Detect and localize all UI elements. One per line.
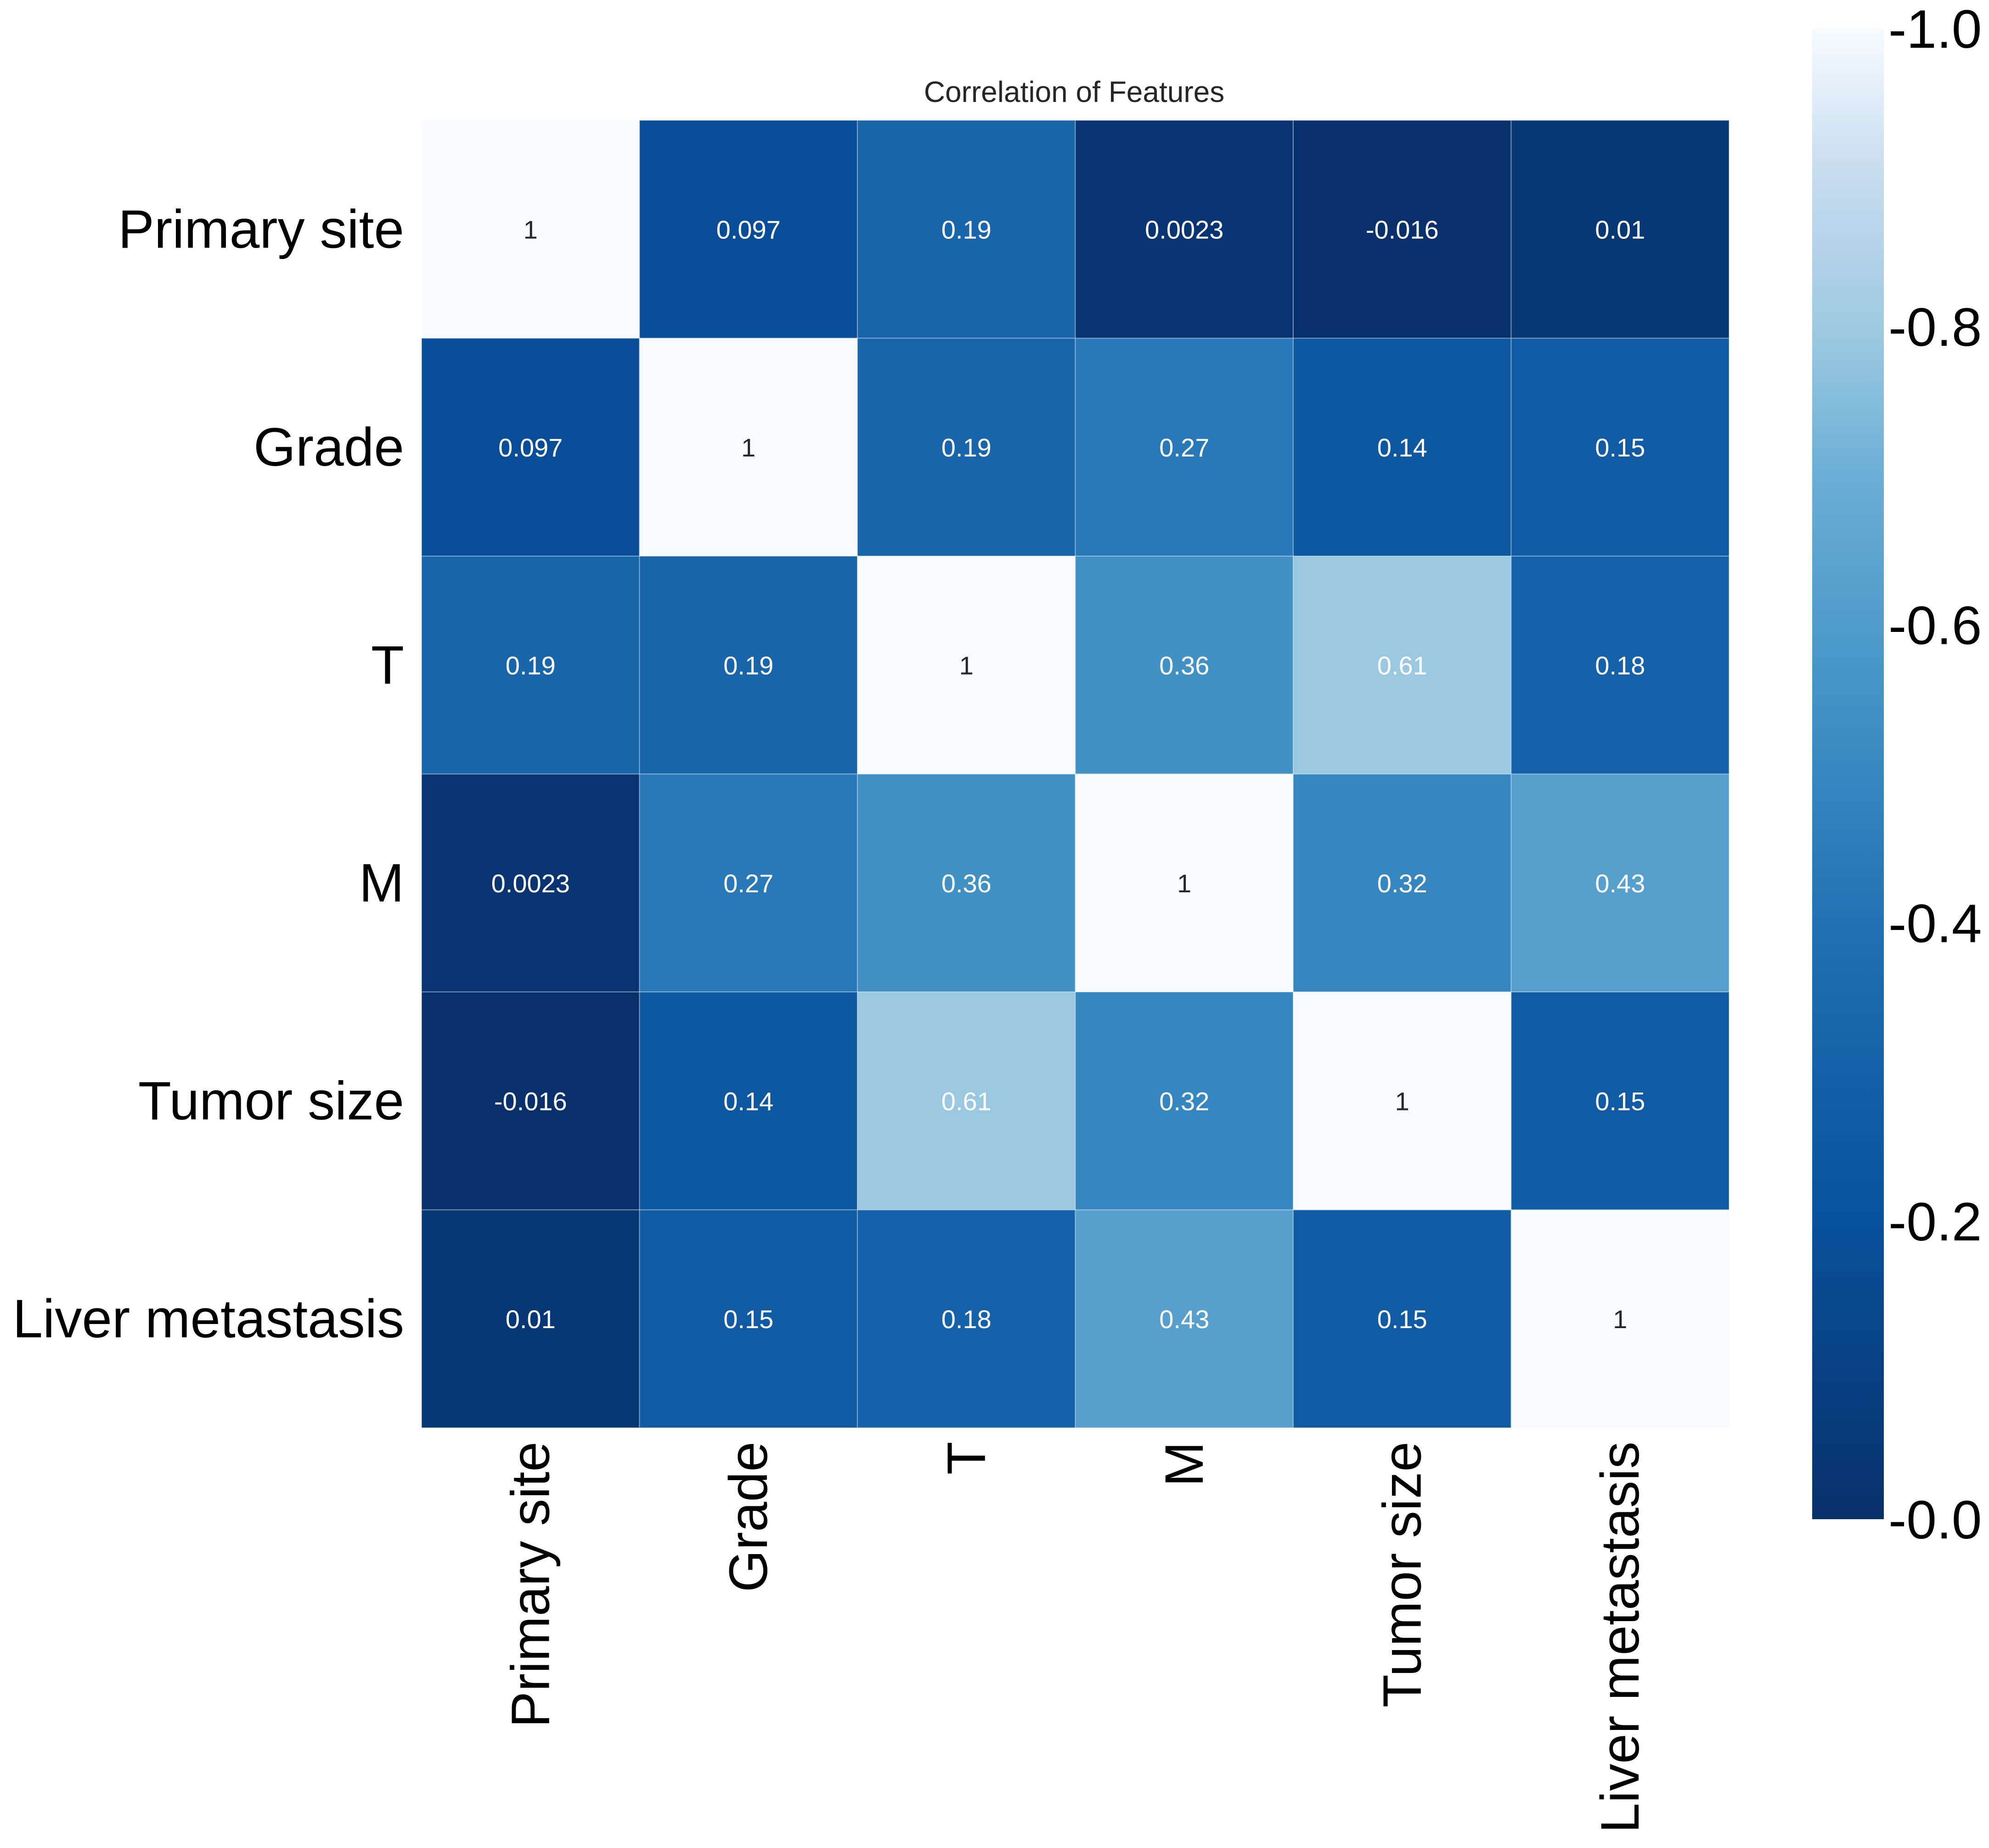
heatmap-cell-grade-grade xyxy=(639,338,858,557)
heatmap-cell-t-grade xyxy=(639,556,858,775)
cell-label-m-m: 1 xyxy=(1177,869,1191,898)
cell-label-grade-t: 0.19 xyxy=(941,433,992,462)
cell-label-grade-liver-metastasis: 0.15 xyxy=(1595,433,1645,462)
cell-label-m-tumor-size: 0.32 xyxy=(1377,869,1427,898)
col-label-m: M xyxy=(1154,1442,1215,1487)
cell-label-t-m: 0.36 xyxy=(1159,651,1209,680)
heatmap-cell-grade-m xyxy=(1075,338,1294,557)
cell-label-tumor-size-t: 0.61 xyxy=(941,1087,992,1116)
cell-label-primary-site-primary-site: 1 xyxy=(524,215,538,244)
cell-label-m-t: 0.36 xyxy=(941,869,992,898)
heatmap-cell-tumor-size-t xyxy=(857,992,1076,1211)
cell-label-tumor-size-grade: 0.14 xyxy=(723,1087,773,1116)
heatmap-cell-liver-metastasis-m xyxy=(1075,1209,1294,1428)
heatmap-cell-grade-liver-metastasis xyxy=(1510,338,1730,557)
heatmap-cell-tumor-size-grade xyxy=(639,992,858,1211)
heatmap-cell-grade-primary-site xyxy=(421,338,640,557)
heatmap-cell-tumor-size-primary-site xyxy=(421,992,640,1211)
cell-label-grade-primary-site: 0.097 xyxy=(498,433,563,462)
cell-label-grade-tumor-size: 0.14 xyxy=(1377,433,1427,462)
heatmap-cell-t-tumor-size xyxy=(1293,556,1512,775)
heatmap-cell-primary-site-primary-site xyxy=(421,120,640,339)
cell-label-tumor-size-primary-site: -0.016 xyxy=(494,1087,567,1116)
row-label-liver-metastasis: Liver metastasis xyxy=(12,1289,404,1349)
cell-label-m-grade: 0.27 xyxy=(723,869,773,898)
cell-label-tumor-size-tumor-size: 1 xyxy=(1395,1087,1409,1116)
heatmap-cell-liver-metastasis-tumor-size xyxy=(1293,1209,1512,1428)
cell-label-primary-site-t: 0.19 xyxy=(941,215,992,244)
heatmap-cell-m-t xyxy=(857,773,1076,992)
heatmap-cell-t-primary-site xyxy=(421,556,640,775)
heatmap-cell-m-liver-metastasis xyxy=(1510,773,1730,992)
heatmap-cell-primary-site-t xyxy=(857,120,1076,339)
col-label-liver-metastasis: Liver metastasis xyxy=(1590,1442,1651,1833)
heatmap-cell-t-t xyxy=(857,556,1076,775)
col-label-primary-site: Primary site xyxy=(500,1442,561,1728)
cell-label-primary-site-liver-metastasis: 0.01 xyxy=(1595,215,1645,244)
heatmap-cells xyxy=(421,120,1730,1428)
cell-label-t-t: 1 xyxy=(959,651,974,680)
heatmap-cell-primary-site-m xyxy=(1075,120,1294,339)
colorbar-tick--0-8: -0.8 xyxy=(1888,297,1982,358)
cell-label-liver-metastasis-m: 0.43 xyxy=(1159,1305,1209,1334)
col-label-t: T xyxy=(936,1442,997,1475)
heatmap-cell-primary-site-grade xyxy=(639,120,858,339)
cell-label-primary-site-grade: 0.097 xyxy=(716,215,781,244)
colorbar-tick--0-2: -0.2 xyxy=(1888,1192,1982,1252)
row-label-grade: Grade xyxy=(254,417,404,478)
cell-label-t-tumor-size: 0.61 xyxy=(1377,651,1427,680)
heatmap-cell-tumor-size-tumor-size xyxy=(1293,992,1512,1211)
heatmap-cell-t-m xyxy=(1075,556,1294,775)
col-label-tumor-size: Tumor size xyxy=(1372,1442,1432,1707)
row-label-m: M xyxy=(359,853,404,913)
heatmap-cell-t-liver-metastasis xyxy=(1510,556,1730,775)
colorbar-tick-labels: -1.0 -0.8 -0.6 -0.4 -0.2 -0.0 xyxy=(1888,0,1982,1550)
cell-label-t-primary-site: 0.19 xyxy=(506,651,556,680)
colorbar-tick--0-6: -0.6 xyxy=(1888,595,1982,656)
cell-label-tumor-size-liver-metastasis: 0.15 xyxy=(1595,1087,1645,1116)
colorbar xyxy=(1812,28,1884,1519)
cell-label-liver-metastasis-liver-metastasis: 1 xyxy=(1613,1305,1627,1334)
heatmap-cell-labels: 1 0.097 0.19 0.0023 -0.016 0.01 0.097 1 0.19 0.27… xyxy=(491,215,1645,1334)
cell-label-t-grade: 0.19 xyxy=(723,651,773,680)
row-label-primary-site: Primary site xyxy=(118,199,404,259)
cell-label-liver-metastasis-primary-site: 0.01 xyxy=(506,1305,556,1334)
cell-label-primary-site-tumor-size: -0.016 xyxy=(1366,215,1439,244)
cell-label-m-liver-metastasis: 0.43 xyxy=(1595,869,1645,898)
colorbar-tick--0-4: -0.4 xyxy=(1888,894,1982,954)
colorbar-tick--0-0: -0.0 xyxy=(1888,1490,1982,1550)
cell-label-primary-site-m: 0.0023 xyxy=(1145,215,1223,244)
heatmap-cell-primary-site-liver-metastasis xyxy=(1510,120,1730,339)
heatmap-cell-primary-site-tumor-size xyxy=(1293,120,1512,339)
row-label-tumor-size: Tumor size xyxy=(138,1070,404,1131)
heatmap-cell-m-grade xyxy=(639,773,858,992)
cell-label-liver-metastasis-tumor-size: 0.15 xyxy=(1377,1305,1427,1334)
cell-label-m-primary-site: 0.0023 xyxy=(491,869,570,898)
col-label-grade: Grade xyxy=(718,1442,779,1592)
heatmap-cell-tumor-size-liver-metastasis xyxy=(1510,992,1730,1211)
colorbar-tick--1-0: -1.0 xyxy=(1888,0,1982,60)
cell-label-grade-grade: 1 xyxy=(741,433,755,462)
cell-label-liver-metastasis-t: 0.18 xyxy=(941,1305,992,1334)
row-label-t: T xyxy=(371,635,404,695)
cell-label-tumor-size-m: 0.32 xyxy=(1159,1087,1209,1116)
heatmap-cell-m-m xyxy=(1075,773,1294,992)
heatmap-cell-liver-metastasis-liver-metastasis xyxy=(1510,1209,1730,1428)
x-axis-tick-labels: Primary site Grade T M Tumor size Liver metas… xyxy=(500,1442,1651,1833)
heatmap-cell-liver-metastasis-primary-site xyxy=(421,1209,640,1428)
heatmap-cell-m-tumor-size xyxy=(1293,773,1512,992)
heatmap-cell-m-primary-site xyxy=(421,773,640,992)
heatmap-cell-tumor-size-m xyxy=(1075,992,1294,1211)
cell-label-grade-m: 0.27 xyxy=(1159,433,1209,462)
cell-label-liver-metastasis-grade: 0.15 xyxy=(723,1305,773,1334)
y-axis-tick-labels: Primary site Grade T M Tumor size Liver metas… xyxy=(12,199,404,1349)
cell-label-t-liver-metastasis: 0.18 xyxy=(1595,651,1645,680)
chart-title: Correlation of Features xyxy=(924,75,1225,108)
